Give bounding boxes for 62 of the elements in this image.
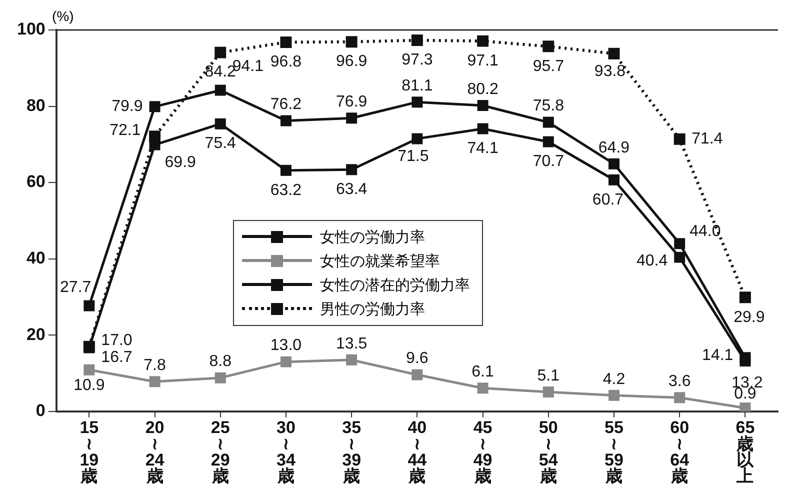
data-label: 13.0 bbox=[270, 337, 302, 354]
data-label: 60.7 bbox=[592, 191, 624, 208]
x-tick-label: 15≀19歳 bbox=[80, 418, 99, 486]
y-axis-title: (%) bbox=[52, 8, 74, 24]
data-label: 69.9 bbox=[164, 154, 196, 172]
data-label: 96.8 bbox=[270, 54, 302, 71]
data-label: 27.7 bbox=[60, 279, 92, 296]
data-label: 64.9 bbox=[598, 139, 630, 156]
y-tick-label: 100 bbox=[16, 20, 46, 39]
data-label: 76.9 bbox=[336, 94, 368, 111]
data-label: 63.2 bbox=[270, 182, 302, 199]
x-tick-label: 40≀44歳 bbox=[408, 418, 428, 486]
data-label: 74.1 bbox=[467, 140, 498, 158]
data-label: 3.6 bbox=[668, 373, 691, 390]
data-label: 70.7 bbox=[532, 153, 564, 170]
data-label: 16.7 bbox=[101, 349, 132, 366]
data-label: 7.8 bbox=[144, 357, 166, 374]
data-label: 5.1 bbox=[537, 367, 560, 384]
legend-label: 男性の労働力率 bbox=[320, 300, 425, 318]
data-label: 71.4 bbox=[692, 130, 723, 148]
data-label: 93.8 bbox=[594, 63, 626, 80]
data-label: 81.1 bbox=[402, 77, 433, 94]
data-label: 75.4 bbox=[204, 135, 236, 152]
data-label: 97.3 bbox=[402, 52, 433, 69]
x-tick-label: 65歳以上 bbox=[736, 418, 755, 486]
y-tick-label: 60 bbox=[26, 172, 46, 192]
legend-label: 女性の就業希望率 bbox=[320, 252, 440, 270]
data-label: 72.1 bbox=[110, 122, 141, 139]
data-label: 80.2 bbox=[467, 80, 498, 98]
data-label: 8.8 bbox=[209, 353, 232, 370]
legend-label: 女性の潜在的労働力率 bbox=[320, 276, 470, 294]
data-label: 29.9 bbox=[734, 308, 765, 326]
x-tick-label: 60≀64歳 bbox=[670, 418, 690, 486]
y-tick-label: 40 bbox=[26, 248, 46, 268]
data-label: 95.7 bbox=[532, 58, 564, 75]
x-tick-label: 55≀59歳 bbox=[604, 418, 624, 486]
data-label: 9.6 bbox=[406, 350, 428, 368]
data-label: 63.4 bbox=[336, 181, 368, 198]
y-tick-label: 20 bbox=[26, 324, 46, 344]
x-tick-label: 20≀24歳 bbox=[145, 418, 165, 486]
data-label: 17.0 bbox=[101, 332, 132, 349]
data-label: 10.9 bbox=[74, 377, 105, 394]
x-tick-label: 50≀54歳 bbox=[538, 418, 558, 486]
x-tick-label: 25≀29歳 bbox=[210, 418, 230, 486]
x-tick-label: 30≀34歳 bbox=[276, 418, 296, 486]
legend-label: 女性の労働力率 bbox=[320, 228, 425, 246]
data-label: 97.1 bbox=[467, 52, 498, 70]
x-tick-label: 35≀39歳 bbox=[342, 418, 362, 486]
data-label: 4.2 bbox=[602, 370, 626, 388]
y-tick-label: 80 bbox=[26, 96, 46, 115]
data-label: 13.5 bbox=[336, 335, 368, 352]
x-tick-label: 45≀49歳 bbox=[473, 418, 492, 486]
data-label: 96.9 bbox=[336, 53, 368, 70]
data-label: 44.0 bbox=[690, 222, 721, 240]
data-label: 14.1 bbox=[702, 347, 734, 364]
data-label: 6.1 bbox=[472, 364, 494, 381]
data-label: 79.9 bbox=[112, 98, 143, 116]
data-label: 40.4 bbox=[636, 252, 668, 270]
data-label: 71.5 bbox=[398, 148, 429, 166]
y-tick-label: 0 bbox=[36, 401, 46, 420]
data-label: 76.2 bbox=[270, 96, 302, 114]
data-label: 75.8 bbox=[532, 98, 564, 115]
